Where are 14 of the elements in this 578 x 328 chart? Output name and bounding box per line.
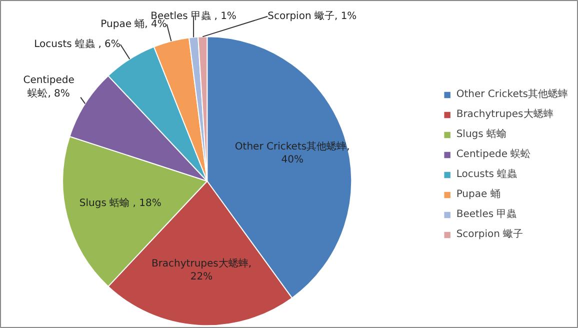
data-label: Brachytrupes大蟋蟀, 22%	[151, 257, 252, 283]
data-label: Centipede 蜈蚣, 8%	[23, 75, 74, 100]
legend-label: Pupae 蛹	[456, 188, 500, 201]
legend-label: Locusts 蝗蟲	[456, 168, 518, 181]
legend-label: Beetles 甲蟲	[456, 208, 517, 221]
legend-label: Scorpion 蠍子	[456, 228, 524, 241]
legend-label: Centipede 蜈蚣	[456, 148, 531, 161]
data-label: Other Crickets其他蟋蟀, 40%	[234, 140, 350, 166]
legend-label: Slugs 蛞蝓	[456, 128, 507, 141]
data-label: Scorpion 蠍子, 1%	[268, 10, 357, 22]
legend-label: Other Crickets其他蟋蟀	[456, 88, 568, 101]
data-label: Slugs 蛞蝓 , 18%	[79, 196, 162, 209]
legend-label: Brachytrupes大蟋蟀	[456, 108, 554, 121]
data-label: Locusts 蝗蟲 , 6%	[34, 38, 120, 50]
